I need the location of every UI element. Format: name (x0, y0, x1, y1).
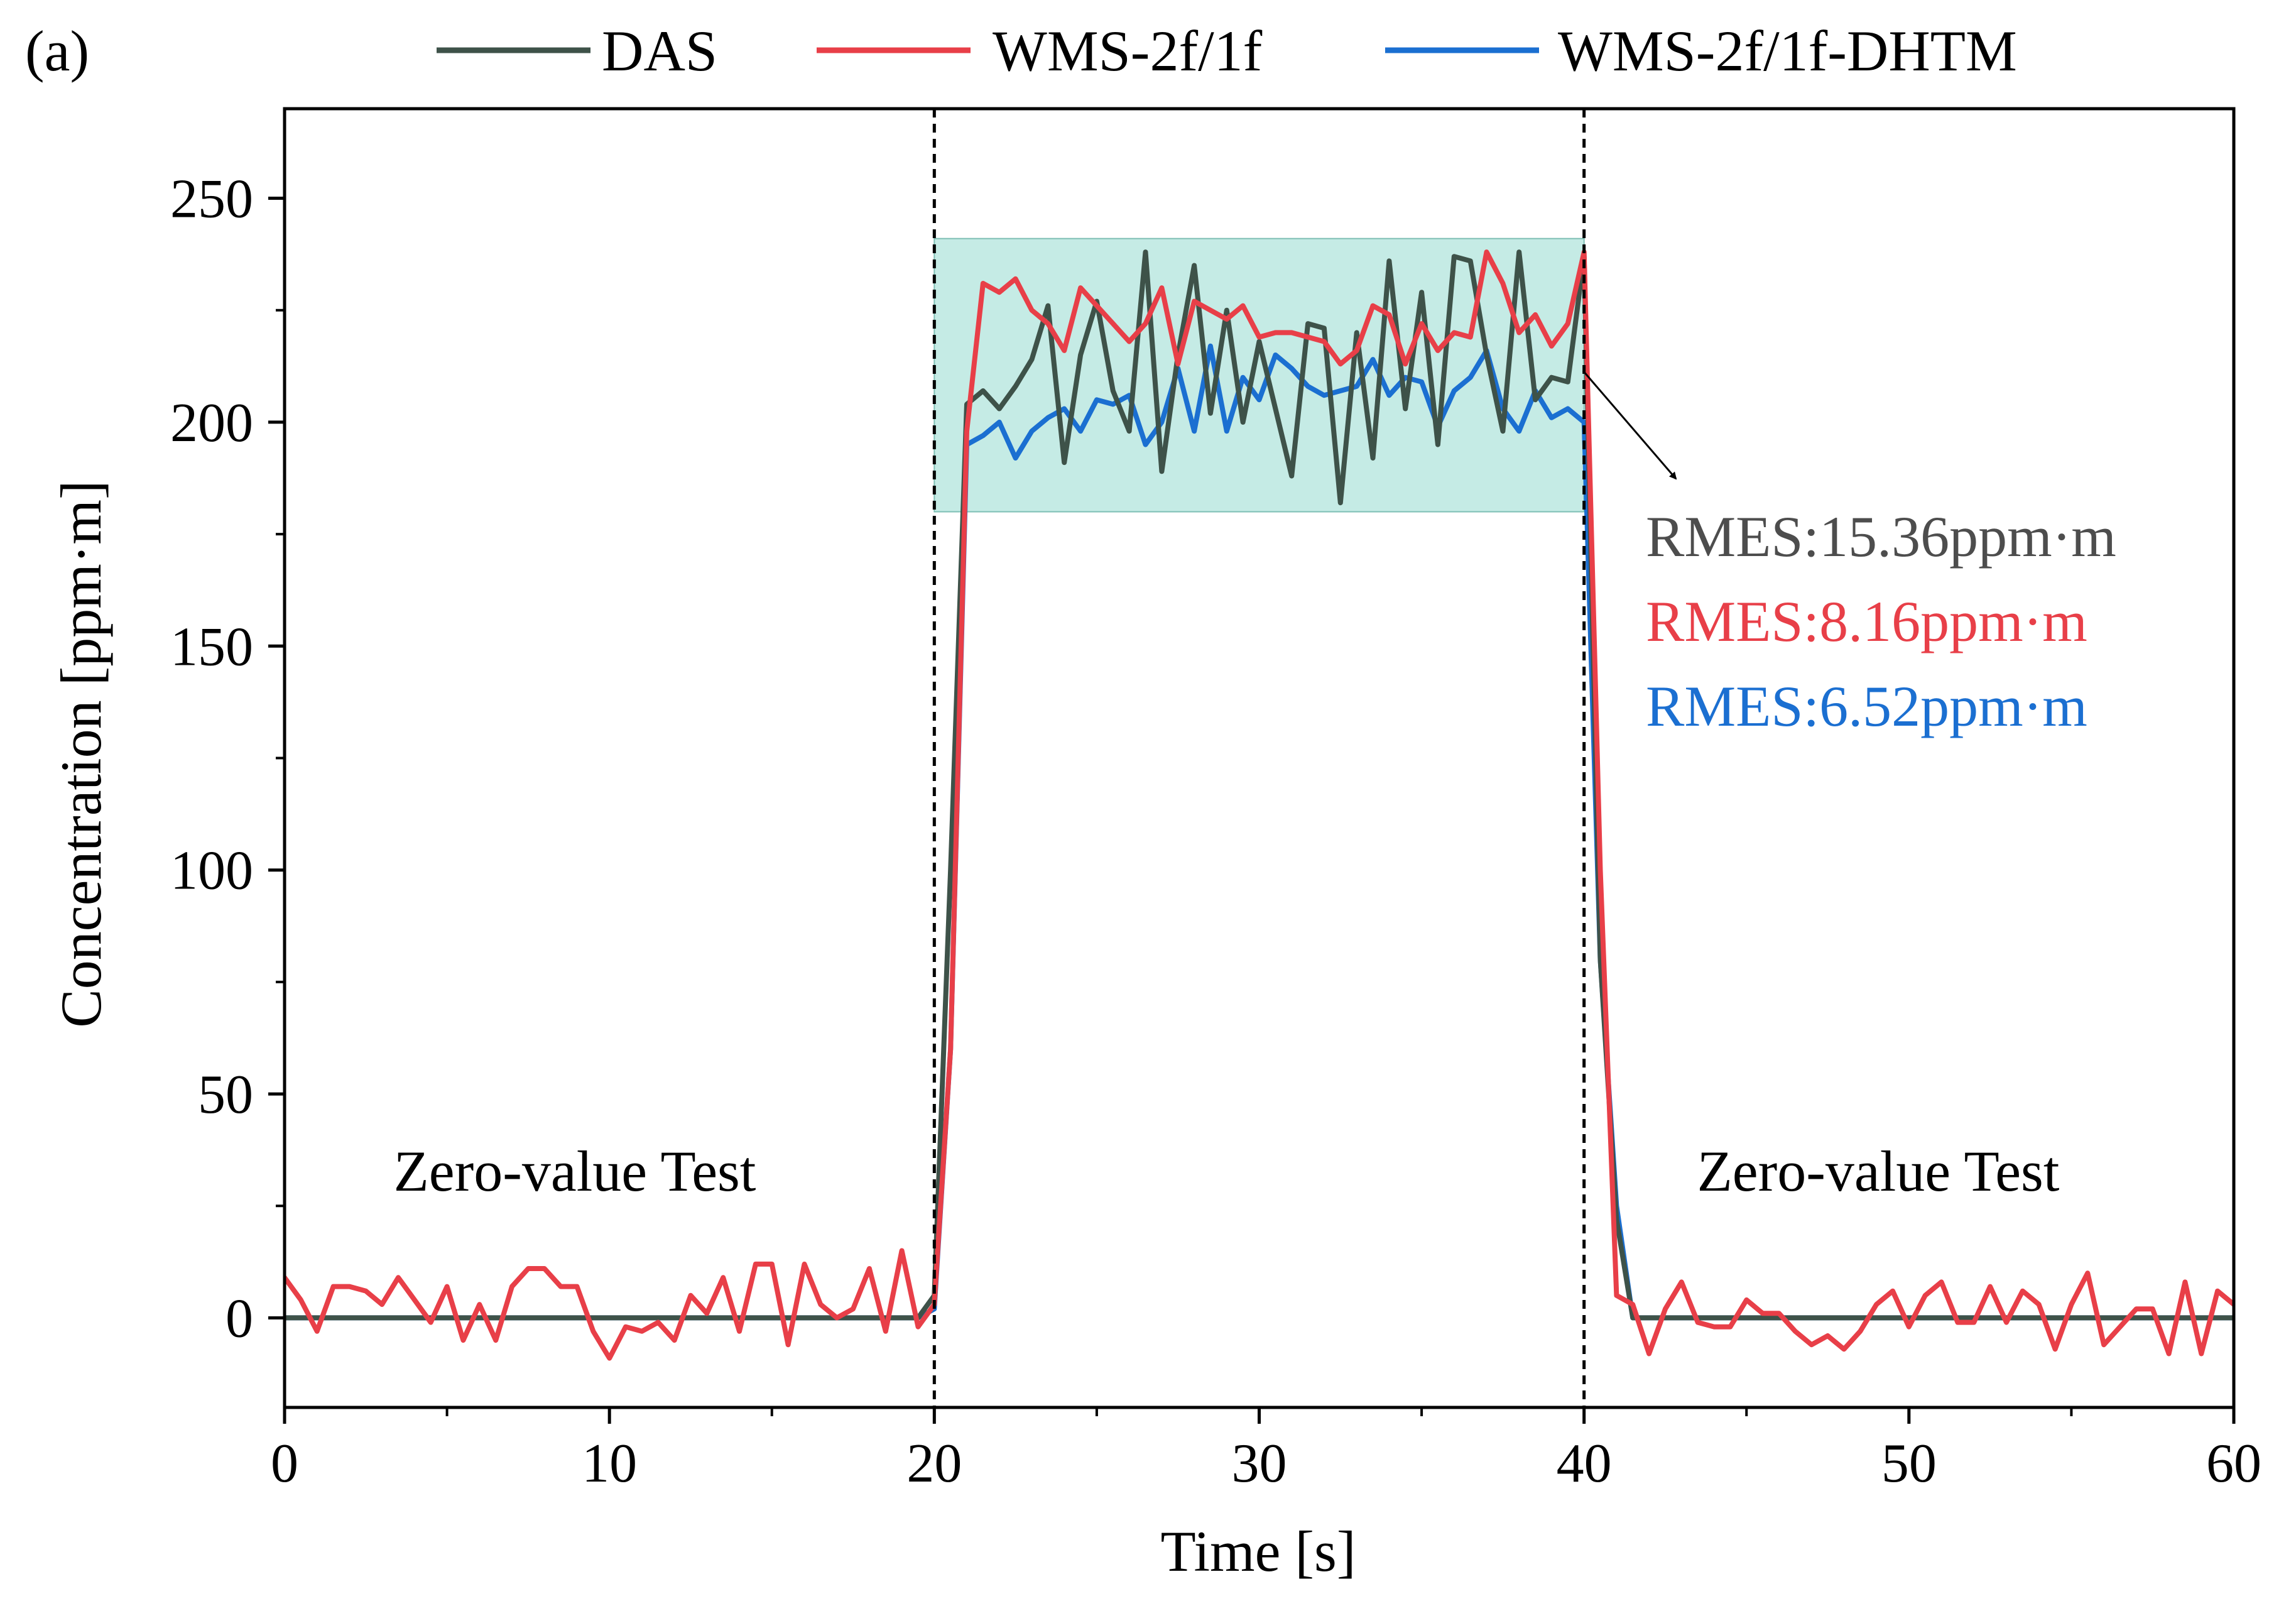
series-dhtm (285, 343, 2234, 1321)
y-tick-label: 100 (170, 841, 253, 902)
shaded-region (933, 238, 1585, 513)
x-tick-label: 60 (2206, 1433, 2261, 1494)
rmse-label-wms: RMES:8.16ppm·m (1646, 589, 2087, 653)
rmse-label-dhtm: RMES:6.52ppm·m (1646, 674, 2087, 738)
x-tick-label: 30 (1232, 1433, 1287, 1494)
series-das (285, 249, 2234, 1321)
y-tick-label: 150 (170, 616, 253, 677)
x-tick-label: 10 (582, 1433, 637, 1494)
y-tick-label: 200 (170, 393, 253, 454)
rmse-label-das: RMES:15.36ppm·m (1646, 505, 2116, 569)
y-axis-title: Concentration [ppm·m] (49, 480, 113, 1027)
annotation-arrow (1582, 370, 1677, 480)
y-tick-label: 250 (170, 169, 253, 230)
legend-label-wms: WMS-2f/1f (993, 19, 1263, 83)
y-tick-label: 0 (226, 1288, 253, 1349)
zero-test-label-right: Zero-value Test (1697, 1139, 2060, 1203)
x-tick-label: 40 (1557, 1433, 1612, 1494)
x-tick-label: 50 (1881, 1433, 1937, 1494)
zero-test-label-left: Zero-value Test (394, 1139, 756, 1203)
legend-label-das: DAS (602, 19, 717, 83)
legend-label-dhtm: WMS-2f/1f-DHTM (1558, 19, 2017, 83)
panel-label: (a) (25, 19, 89, 83)
plot-area (285, 238, 2234, 1361)
legend: DAS WMS-2f/1f WMS-2f/1f-DHTM (437, 19, 2017, 83)
series-wms (285, 249, 2234, 1361)
x-tick-label: 20 (906, 1433, 962, 1494)
y-tick-label: 50 (198, 1064, 253, 1125)
x-axis-title: Time [s] (1161, 1519, 1356, 1583)
x-tick-label: 0 (271, 1433, 298, 1494)
